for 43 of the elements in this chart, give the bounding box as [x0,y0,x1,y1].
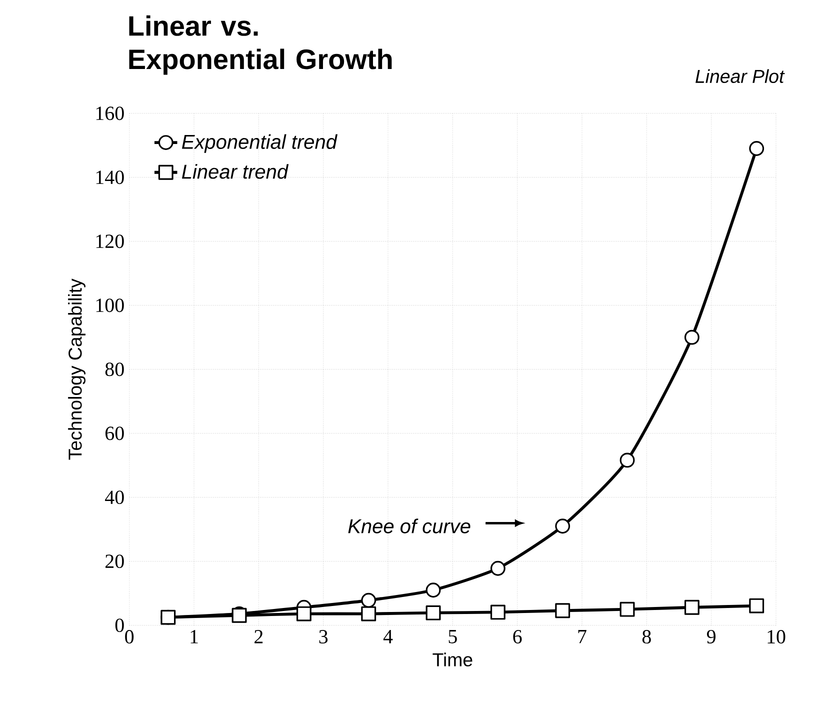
x-axis-title: Time [432,652,472,666]
y-tick-label: 80 [105,362,124,376]
point [361,592,376,608]
point [555,603,570,618]
text: Linear Plot [696,69,785,84]
x-tick-label: 3 [319,630,328,644]
x-tick-label: 10 [768,630,786,644]
annotation: Knee of curve [348,518,470,534]
point [749,141,764,156]
point [426,582,441,598]
point [620,452,635,468]
y-tick-label: 140 [96,170,124,184]
x-tick-label: 4 [383,630,393,644]
y-axis-title: Technology Capability [68,278,86,460]
point [620,602,635,617]
x-tick-label: 1 [190,630,198,644]
y-tick-label: 60 [105,426,124,440]
x-tick-label: 5 [448,630,457,644]
y-tick-label: 100 [96,298,124,312]
legend-label: Exponential trend [182,134,338,153]
point [160,610,176,625]
x-tick-label: 9 [706,630,716,644]
point [749,598,764,614]
y-tick-label: 20 [106,554,124,568]
legend-label: Linear trend [182,164,289,179]
y-tick-label: 0 [115,618,124,632]
point [684,600,700,615]
point [296,606,312,622]
x-tick-label: 8 [642,630,651,644]
point [490,560,506,576]
y-tick-label: 40 [105,490,124,504]
x-tick-label: 7 [578,630,586,644]
x-tick-label: 2 [254,630,263,644]
point [555,518,570,534]
point [361,606,376,622]
chart-title: Linear vs. Exponential Growth [129,15,392,75]
x-tick-label: 6 [513,630,522,644]
point [426,605,441,620]
y-tick-label: 120 [96,234,124,248]
x-tick-label: 0 [125,630,134,644]
y-tick-label: 160 [96,106,124,120]
point [684,330,700,345]
point [490,604,506,620]
